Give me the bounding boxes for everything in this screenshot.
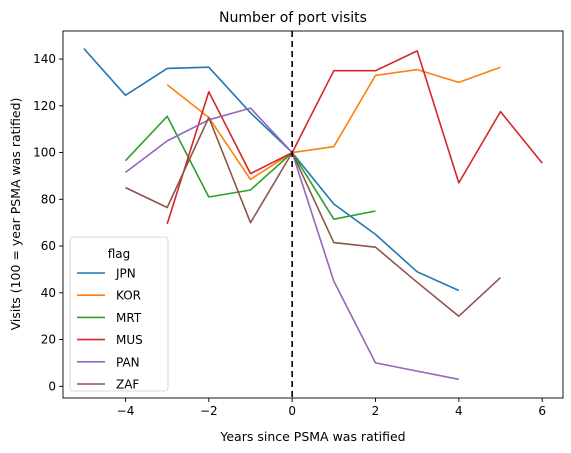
y-tick-label: 120 [33,99,56,113]
series-line-mus [166,50,543,225]
legend-label-kor: KOR [116,289,141,303]
legend-label-mus: MUS [116,333,143,347]
legend-box [69,236,169,392]
legend-label-jpn: JPN [115,267,136,281]
y-axis: 0 20 40 60 80 100 120 140 [33,52,63,393]
legend-title: flag [108,247,131,261]
x-tick-label: −4 [117,404,135,418]
y-tick-label: 140 [33,52,56,66]
x-tick-label: 2 [372,404,380,418]
y-tick-label: 40 [41,286,56,300]
x-axis-label: Years since PSMA was ratified [219,429,405,444]
x-tick-label: 6 [538,404,546,418]
legend-label-pan: PAN [116,355,140,369]
x-tick-label: −2 [200,404,218,418]
y-axis-label: Visits (100 = year PSMA was ratified) [8,98,23,331]
chart-title: Number of port visits [219,10,367,26]
y-tick-label: 100 [33,146,56,160]
x-tick-label: 4 [455,404,463,418]
legend-label-zaf: ZAF [116,378,139,392]
y-tick-label: 60 [41,239,56,253]
y-tick-label: 0 [48,379,56,393]
plot-border [62,30,564,399]
legend-label-mrt: MRT [116,311,142,325]
series-line-kor [166,66,501,181]
series-line-jpn [83,47,460,292]
y-tick-label: 80 [41,192,56,206]
x-axis: −4 −2 0 2 4 6 [117,398,546,418]
y-tick-label: 20 [41,333,56,347]
x-tick-label: 0 [288,404,296,418]
series-line-mrt [124,115,376,220]
legend-items: JPN KOR MRT MUS PAN ZAF [77,267,143,392]
legend: flag JPN KOR MRT MUS PAN ZAF [69,236,169,392]
series-layer [83,47,543,381]
series-line-zaf [125,116,502,318]
